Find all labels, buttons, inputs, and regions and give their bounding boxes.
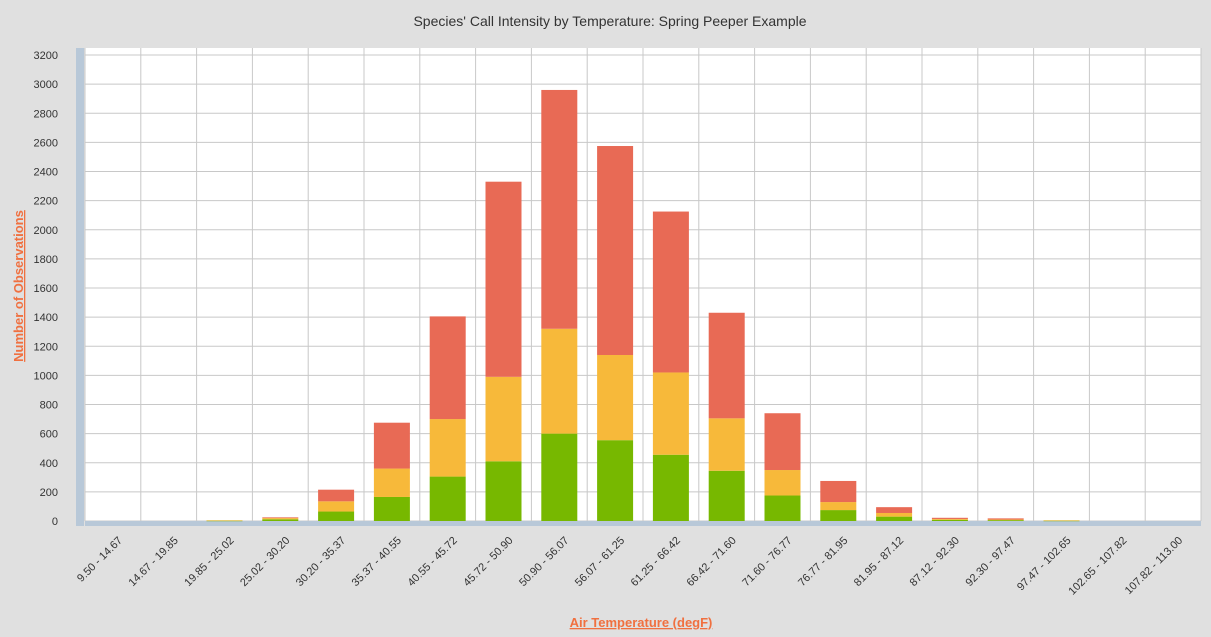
bar-segment: [931, 517, 968, 519]
y-tick-label: 400: [40, 458, 58, 470]
bar-segment: [876, 512, 913, 517]
bar-segment: [318, 489, 355, 502]
bar-segment: [262, 517, 299, 519]
y-tick-label: 2200: [34, 196, 58, 208]
x-axis-bar: [85, 521, 1201, 526]
bar-segment: [318, 501, 355, 512]
bar-segment: [764, 413, 801, 471]
bar-segment: [931, 519, 968, 521]
bar-segment: [708, 470, 745, 521]
y-tick-label: 1600: [34, 283, 58, 295]
bar-segment: [820, 502, 857, 511]
y-tick-label: 2400: [34, 167, 58, 179]
bar-segment: [541, 89, 578, 329]
bar-segment: [820, 510, 857, 521]
y-tick-label: 0: [52, 516, 58, 528]
bar-segment: [708, 312, 745, 419]
y-axis-title: Number of Observations: [11, 210, 26, 362]
y-axis-bar: [76, 48, 84, 526]
bar-segment: [597, 440, 634, 521]
bar-segment: [987, 519, 1024, 521]
bar-segment: [541, 328, 578, 434]
bar-segment: [206, 520, 243, 522]
bar-segment: [764, 470, 801, 496]
bar-segment: [876, 516, 913, 521]
bar-segment: [373, 422, 410, 469]
y-tick-label: 1400: [34, 312, 58, 324]
bar-segment: [485, 461, 522, 521]
y-tick-label: 1800: [34, 254, 58, 266]
y-tick-label: 2000: [34, 225, 58, 237]
bar-segment: [708, 418, 745, 471]
bar-segment: [262, 518, 299, 520]
bar-segment: [820, 480, 857, 503]
bar-segment: [931, 518, 968, 520]
y-tick-label: 3200: [34, 50, 58, 62]
bar-segment: [597, 354, 634, 441]
y-tick-label: 1200: [34, 341, 58, 353]
plot-area: 0 200 400 600 800 1000 1200 1400 1600 1800 2000 220…: [34, 48, 1202, 598]
bar-segment: [764, 495, 801, 521]
bar-segment: [429, 316, 466, 420]
bar-segment: [652, 372, 689, 455]
y-tick-label: 1000: [34, 370, 58, 382]
bar-segment: [876, 507, 913, 513]
bar-segment: [318, 511, 355, 521]
bar-segment: [429, 419, 466, 477]
bar-segment: [1043, 520, 1080, 522]
y-tick-label: 2600: [34, 137, 58, 149]
bar-segment: [541, 433, 578, 521]
y-tick-label: 600: [40, 429, 58, 441]
bar-segment: [652, 454, 689, 521]
bar-segment: [987, 518, 1024, 520]
bar-segment: [485, 376, 522, 462]
chart-title: Species' Call Intensity by Temperature: …: [413, 13, 806, 29]
y-tick-label: 200: [40, 487, 58, 499]
bar-segment: [652, 211, 689, 373]
y-tick-label: 3000: [34, 79, 58, 91]
bar-segment: [597, 146, 634, 355]
bar-segment: [373, 468, 410, 497]
bar-segment: [429, 476, 466, 521]
y-tick-label: 800: [40, 400, 58, 412]
bar-segment: [373, 496, 410, 521]
bar-segment: [262, 519, 299, 521]
bar-segment: [987, 520, 1024, 521]
x-axis-title: Air Temperature (degF): [570, 615, 713, 630]
bar-segment: [1043, 520, 1080, 521]
bar-segment: [485, 181, 522, 377]
bar-segment: [206, 520, 243, 521]
y-tick-label: 2800: [34, 108, 58, 120]
